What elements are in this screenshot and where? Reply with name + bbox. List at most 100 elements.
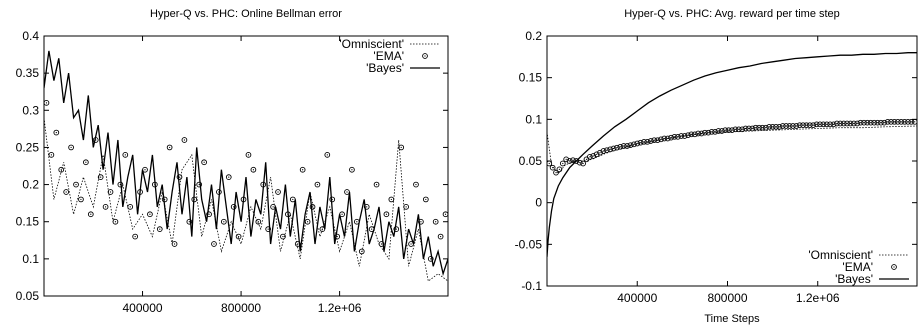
ema-point-center xyxy=(565,158,567,160)
y-tick-label: 0.2 xyxy=(525,29,542,43)
ema-point xyxy=(48,152,55,158)
ema-point xyxy=(280,233,286,240)
ema-point xyxy=(196,181,203,188)
ema-point xyxy=(735,126,742,133)
ema-point-center xyxy=(183,139,186,141)
ema-point-center xyxy=(887,121,889,123)
ema-point-center xyxy=(302,169,304,171)
ema-point-center xyxy=(579,162,581,164)
legend-marker-center xyxy=(893,266,895,268)
omniscient-line xyxy=(547,125,917,175)
ema-point-center xyxy=(371,228,373,230)
ema-point xyxy=(107,189,114,195)
ema-point xyxy=(715,128,722,134)
ema-point-center xyxy=(297,243,299,245)
ema-point xyxy=(324,152,331,158)
ema-point xyxy=(881,119,888,126)
ema-point xyxy=(746,125,752,132)
ema-point-center xyxy=(228,176,230,178)
ema-point xyxy=(644,138,651,145)
ema-point-center xyxy=(326,154,328,156)
y-tick-label: 0.1 xyxy=(525,112,542,126)
ema-point-center xyxy=(548,162,550,165)
y-tick-label: 0.15 xyxy=(16,215,40,229)
ema-point-center xyxy=(626,145,628,147)
ema-point-center xyxy=(346,191,348,193)
ema-point xyxy=(817,121,823,128)
ema-point xyxy=(884,118,891,125)
ema-point-center xyxy=(361,250,363,253)
ema-point xyxy=(732,126,739,133)
ema-point-center xyxy=(124,154,126,156)
ema-point xyxy=(373,181,380,188)
ema-point-center xyxy=(653,139,655,141)
ema-point-center xyxy=(589,156,591,158)
ema-point xyxy=(766,123,773,130)
ema-point-center xyxy=(822,123,824,125)
y-tick-label: 0.05 xyxy=(519,154,543,168)
ema-point xyxy=(854,120,861,127)
ema-point-center xyxy=(592,155,594,157)
ema-point-center xyxy=(775,126,777,128)
ema-point-center xyxy=(876,122,879,124)
legend-label: 'Bayes' xyxy=(366,61,404,75)
plot-area xyxy=(43,35,449,297)
ema-point-center xyxy=(405,206,407,208)
ema-point xyxy=(786,123,793,129)
ema-point xyxy=(230,204,237,210)
ema-point xyxy=(418,218,424,225)
ema-point xyxy=(675,133,681,140)
ema-point xyxy=(810,122,817,129)
ema-point-center xyxy=(555,172,557,174)
ema-point xyxy=(590,153,597,159)
ema-point xyxy=(566,158,573,164)
ema-point xyxy=(658,136,664,143)
ema-point xyxy=(898,118,905,125)
y-tick-label: 0.3 xyxy=(22,103,39,117)
ema-point xyxy=(112,218,119,225)
ema-point xyxy=(211,241,217,247)
ema-point-center xyxy=(805,124,808,126)
ema-point xyxy=(314,181,321,188)
ema-point-center xyxy=(802,124,804,126)
ema-point xyxy=(901,118,908,125)
ema-point xyxy=(617,143,624,150)
ema-point-center xyxy=(656,139,659,141)
ema-point xyxy=(908,118,915,125)
ema-point xyxy=(742,125,749,132)
ema-point-center xyxy=(704,132,706,134)
ema-point xyxy=(614,144,620,151)
ema-point xyxy=(823,121,830,128)
ema-point-center xyxy=(558,168,561,170)
ema-point xyxy=(171,241,178,247)
ema-point-center xyxy=(761,127,764,129)
ema-point xyxy=(275,189,281,195)
ema-point-center xyxy=(623,145,625,147)
ema-point xyxy=(398,144,405,151)
ema-point-center xyxy=(341,213,343,215)
ema-point xyxy=(627,142,634,149)
ema-point xyxy=(867,119,874,126)
ema-point-center xyxy=(90,213,92,215)
x-axis-label: Time Steps xyxy=(704,313,760,325)
legend-label: 'EMA' xyxy=(842,260,873,274)
ema-point-center xyxy=(778,126,780,128)
ema-point xyxy=(712,128,718,135)
ema-point xyxy=(255,218,262,225)
ema-point xyxy=(201,159,207,166)
ema-point-center xyxy=(233,206,235,208)
ema-point xyxy=(624,143,630,149)
ema-point-center xyxy=(772,126,774,128)
ema-point xyxy=(547,160,553,167)
y-tick-label: -0.05 xyxy=(515,237,543,251)
ema-point-center xyxy=(673,136,676,138)
ema-point-center xyxy=(109,191,112,193)
ema-point-center xyxy=(873,122,875,124)
ema-point xyxy=(779,123,786,129)
x-tick-label: 1.2e+06 xyxy=(318,301,362,315)
ema-point xyxy=(127,204,134,210)
ema-point-center xyxy=(208,213,210,215)
ema-point-center xyxy=(85,161,87,163)
ema-point-center xyxy=(829,123,831,125)
ema-point-center xyxy=(356,221,358,223)
